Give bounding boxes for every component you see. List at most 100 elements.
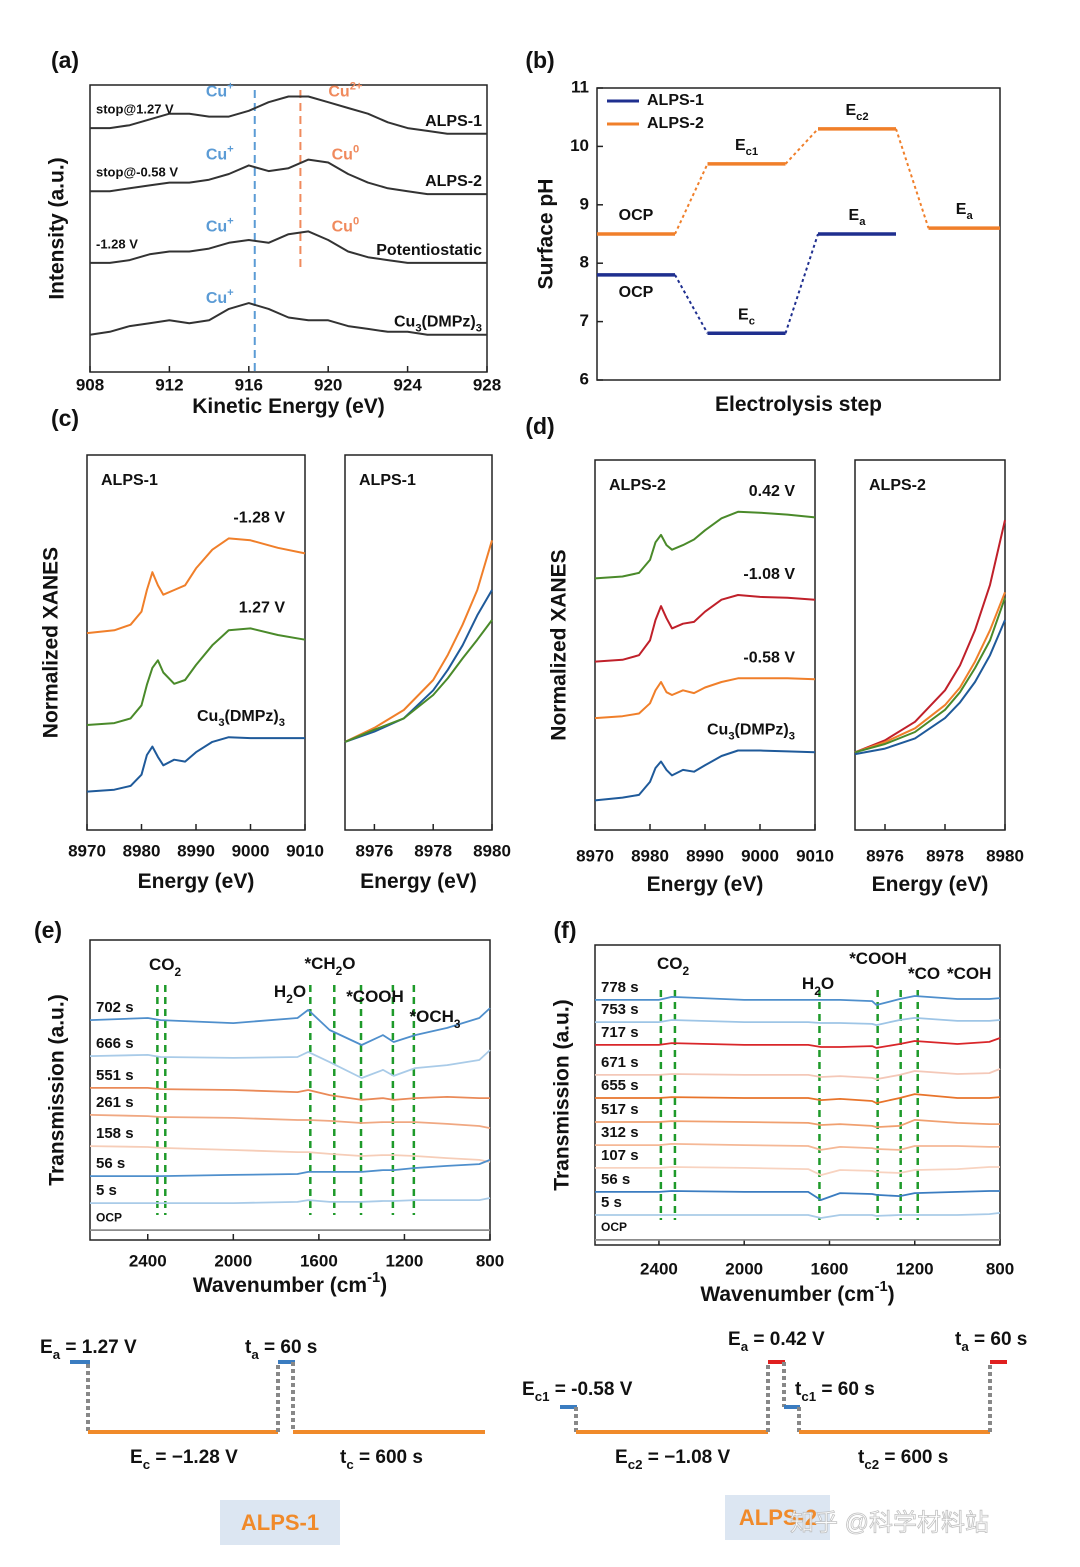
x-tick-label: 9000 [741, 846, 779, 865]
series-label: OCP [96, 1210, 122, 1224]
text-part: - [233, 510, 238, 527]
series-label: -1.08 V [743, 566, 795, 583]
text-part: Cu [206, 147, 227, 164]
text-part: = 60 s [969, 1329, 1028, 1350]
schematic-alps-1 [70, 1360, 485, 1434]
x-tick-label: 8978 [414, 841, 452, 860]
y-tick-label: 8 [580, 253, 589, 272]
series-line [854, 591, 1006, 754]
text-part: c [749, 315, 755, 327]
species-label: Cu+ [206, 80, 234, 100]
series-line [344, 540, 493, 743]
condition-label: stop@-0.58 V [96, 165, 178, 180]
species-label: Cu0 [332, 144, 360, 164]
series-line [595, 1143, 1000, 1151]
series-line [89, 1114, 491, 1129]
text-part: 58 [762, 650, 780, 667]
text-part: 0 [749, 650, 758, 667]
series-line [594, 594, 816, 663]
scheme-title: ALPS-2 [739, 1505, 817, 1530]
text-part: V [780, 650, 795, 667]
series-line [594, 677, 816, 720]
text-part: c1 [801, 1389, 816, 1404]
text-part: 42 [762, 483, 780, 500]
text-part: E [728, 1329, 741, 1350]
text-part: Potentiostatic [376, 242, 482, 259]
schematic-label: Ec2 = −1.08 V [615, 1447, 730, 1472]
x-tick-label: 8980 [473, 841, 511, 860]
x-axis-label: Wavenumber (cm-1) [700, 1279, 894, 1306]
scheme-badge [725, 1495, 830, 1540]
text-part: = 60 s [816, 1379, 875, 1400]
x-tick-label: 1200 [386, 1251, 424, 1270]
legend-label: ALPS-2 [647, 115, 704, 132]
text-part: 2 [814, 984, 821, 998]
panel-label: (d) [525, 413, 554, 439]
series-label: 261 s [96, 1094, 134, 1111]
text-part: 0 [353, 144, 359, 156]
x-tick-label: 8980 [986, 846, 1024, 865]
text-part: Cu [332, 147, 353, 164]
text-part: E [130, 1447, 143, 1468]
text-part: t [340, 1447, 347, 1468]
text-part: O [342, 954, 355, 973]
text-part: 2+ [350, 80, 363, 92]
legend-label: ALPS-1 [647, 92, 704, 109]
text-part: = −1.08 V [642, 1447, 730, 1468]
x-axis-label: Energy (eV) [360, 870, 477, 893]
text-part: 2 [682, 964, 689, 978]
series-line [594, 749, 816, 802]
x-tick-label: 8970 [68, 841, 106, 860]
series-label: -0.58 V [743, 650, 795, 667]
text-part: 1 [749, 566, 758, 583]
text-part: Energy (eV) [360, 870, 477, 893]
x-tick-label: 8990 [686, 846, 724, 865]
text-part: Energy (eV) [138, 870, 255, 893]
text-part: E [738, 306, 749, 323]
plot-frame [854, 459, 1006, 831]
schematic-label: tc2 = 600 s [858, 1447, 948, 1472]
series-line [595, 1190, 1000, 1201]
series-label: -1.28 V [233, 510, 285, 527]
series-line [595, 1037, 1001, 1049]
series-line [595, 1093, 1001, 1104]
text-part: V [780, 483, 795, 500]
text-part: c2 [856, 111, 868, 123]
y-tick-label: 11 [571, 77, 589, 96]
series-label: ALPS-1 [425, 113, 482, 130]
text-part: a [859, 216, 866, 228]
text-part: 3 [789, 730, 795, 742]
panel-inner-label: ALPS-2 [609, 477, 666, 494]
text-part: 2 [336, 964, 343, 978]
text-part: ) [888, 1283, 895, 1306]
series-line [90, 158, 487, 196]
text-part: *CH [304, 954, 335, 973]
text-part: + [227, 215, 234, 227]
series-line [90, 1197, 491, 1204]
text-part: 2 [286, 992, 293, 1006]
series-label: 655 s [601, 1077, 639, 1094]
schematic-label: Ea = 1.27 V [40, 1337, 137, 1362]
text-part: CO [657, 954, 683, 973]
series-line [595, 995, 1001, 1006]
text-part: ALPS- [425, 113, 473, 130]
series-label: 666 s [96, 1035, 134, 1052]
panel-label: (b) [525, 47, 554, 73]
series-label: ALPS-2 [425, 173, 482, 190]
text-part: 08 [762, 566, 780, 583]
text-part: Cu [707, 722, 728, 739]
text-part: O [293, 982, 306, 1001]
text-part: H [802, 974, 814, 993]
text-part: ALPS- [425, 173, 473, 190]
text-part: a [251, 1347, 259, 1362]
text-part: = 1.27 V [60, 1337, 137, 1358]
text-part: c [346, 1457, 353, 1472]
series-label: Cu3(DMPz)3 [707, 722, 795, 743]
text-part: a [53, 1347, 61, 1362]
panel-label: (f) [554, 917, 577, 943]
x-tick-label: 8970 [576, 846, 614, 865]
text-part: V [270, 600, 285, 617]
series-label: 753 s [601, 1001, 639, 1018]
plot-frame [344, 454, 493, 831]
